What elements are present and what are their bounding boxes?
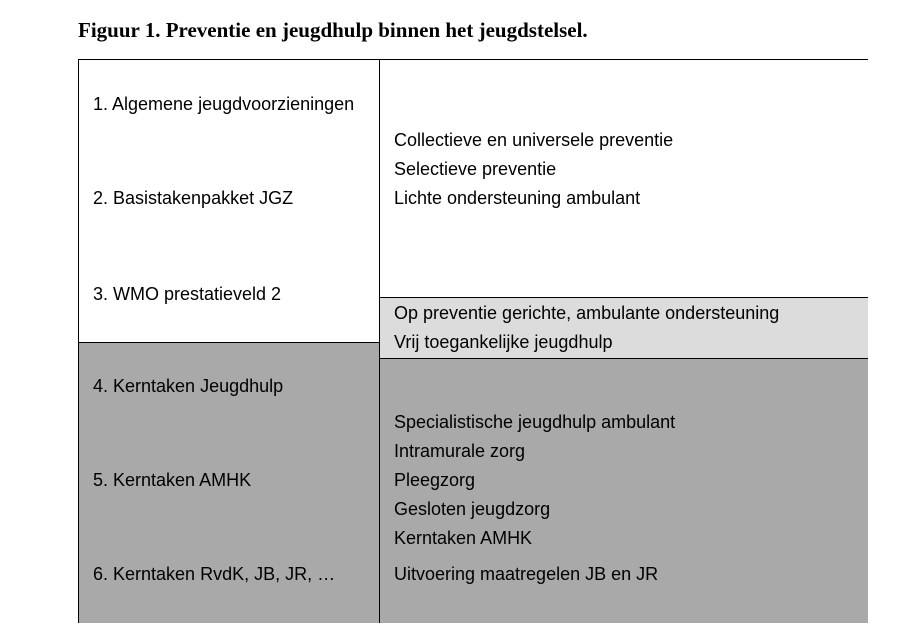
- right-mid-line-2: Vrij toegankelijke jeugdhulp: [380, 328, 867, 357]
- left-row-5: 5. Kerntaken AMHK: [79, 466, 379, 495]
- right-top-line-3: Lichte ondersteuning ambulant: [380, 184, 867, 213]
- page: Figuur 1. Preventie en jeugdhulp binnen …: [0, 0, 900, 638]
- figure-grid: 1. Algemene jeugdvoorzieningen 2. Basist…: [78, 59, 868, 623]
- left-row-2: 2. Basistakenpakket JGZ: [79, 184, 379, 213]
- right-top-line-2: Selectieve preventie: [380, 155, 867, 184]
- right-top-line-1: Collectieve en universele preventie: [380, 126, 867, 155]
- right-bot-line-3: Pleegzorg: [380, 466, 867, 495]
- figure-title: Figuur 1. Preventie en jeugdhulp binnen …: [78, 18, 872, 43]
- right-mid-line-1: Op preventie gerichte, ambulante onderst…: [380, 299, 867, 328]
- left-row-6: 6. Kerntaken RvdK, JB, JR, …: [79, 560, 379, 589]
- left-row-3: 3. WMO prestatieveld 2: [79, 280, 379, 309]
- right-bot-line-2: Intramurale zorg: [380, 437, 867, 466]
- right-bot-line-5: Kerntaken AMHK: [380, 524, 867, 553]
- left-row-4: 4. Kerntaken Jeugdhulp: [79, 372, 379, 401]
- right-bot-line-4: Gesloten jeugdzorg: [380, 495, 867, 524]
- right-bot-line-1: Specialistische jeugdhulp ambulant: [380, 408, 867, 437]
- left-row-1: 1. Algemene jeugdvoorzieningen: [79, 90, 379, 119]
- right-bot-line-6: Uitvoering maatregelen JB en JR: [380, 560, 867, 589]
